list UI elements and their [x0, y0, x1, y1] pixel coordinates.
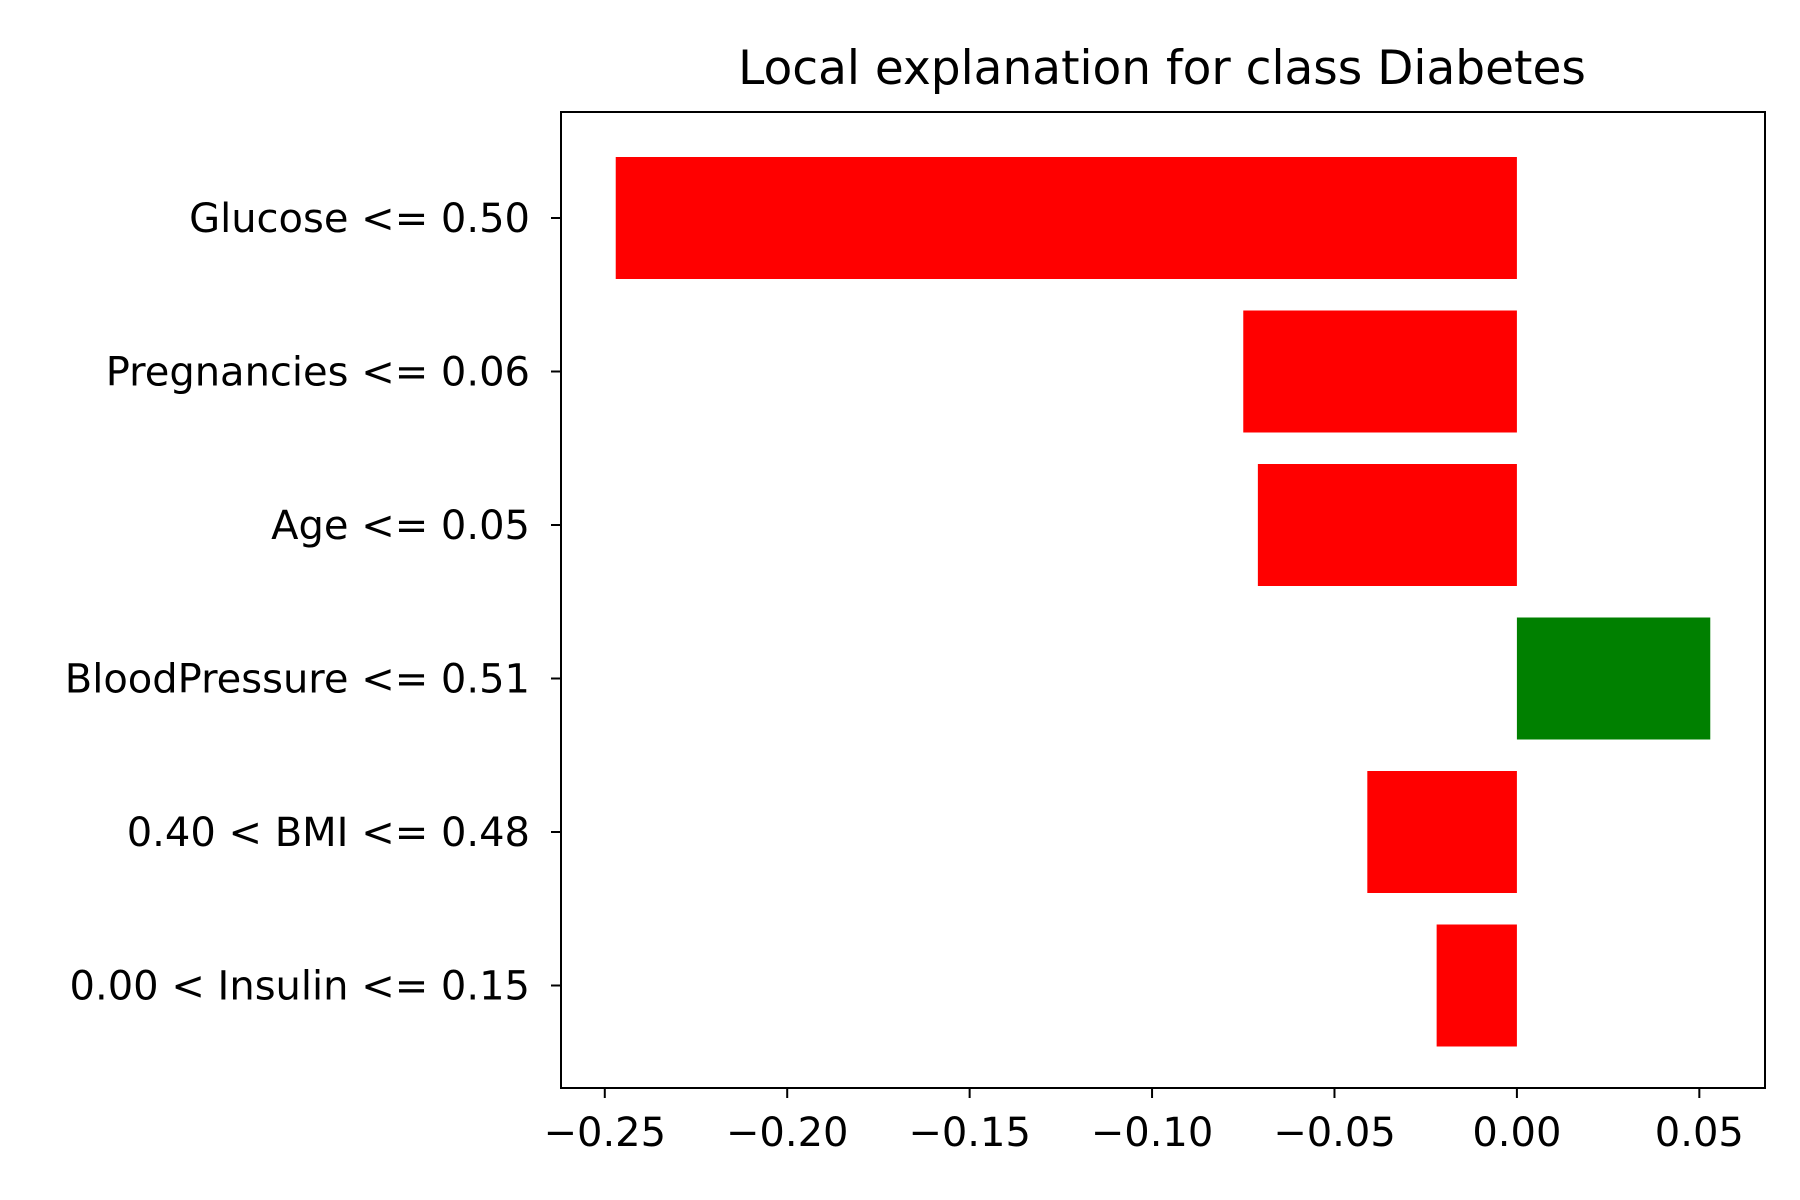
bar-2: [1243, 310, 1517, 433]
bar-5: [1367, 771, 1517, 893]
bars: [615, 157, 1711, 1047]
x-tick-label: −0.15: [908, 1110, 1031, 1156]
y-tick-label: Glucose <= 0.50: [189, 196, 530, 242]
x-tick-label: −0.05: [1273, 1110, 1396, 1156]
bar-3: [1257, 464, 1517, 586]
y-tick-label: Age <= 0.05: [271, 503, 530, 549]
y-axis: Glucose <= 0.50 Pregnancies <= 0.06 Age <=…: [65, 196, 561, 1010]
y-tick-label: BloodPressure <= 0.51: [65, 657, 530, 703]
x-tick-label: −0.20: [726, 1110, 849, 1156]
y-tick-label: 0.40 < BMI <= 0.48: [127, 810, 530, 856]
y-tick-label: Pregnancies <= 0.06: [106, 350, 530, 396]
bar-6: [1436, 924, 1517, 1047]
x-tick-label: 0.00: [1472, 1110, 1561, 1156]
x-tick-label: 0.05: [1655, 1110, 1744, 1156]
x-tick-label: −0.25: [543, 1110, 666, 1156]
y-tick-label: 0.00 < Insulin <= 0.15: [70, 964, 530, 1010]
bar-1: [615, 157, 1517, 279]
x-axis: −0.25 −0.20 −0.15 −0.10 −0.05 0.00 0.05: [543, 1088, 1744, 1156]
bar-4: [1516, 617, 1711, 740]
plot-frame: [560, 111, 1766, 1089]
x-tick-label: −0.10: [1091, 1110, 1214, 1156]
chart-title: Local explanation for class Diabetes: [738, 41, 1586, 96]
